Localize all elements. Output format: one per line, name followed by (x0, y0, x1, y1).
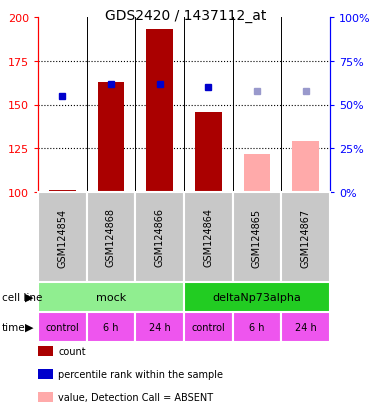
Text: GSM124865: GSM124865 (252, 208, 262, 267)
Text: 24 h: 24 h (149, 322, 171, 332)
Bar (38, 192, 87, 282)
Bar (87, 312, 135, 342)
Text: 24 h: 24 h (295, 322, 316, 332)
Text: percentile rank within the sample: percentile rank within the sample (58, 369, 223, 379)
Text: mock: mock (96, 292, 126, 302)
Text: time: time (2, 322, 26, 332)
Text: ▶: ▶ (24, 322, 33, 332)
Text: value, Detection Call = ABSENT: value, Detection Call = ABSENT (58, 392, 214, 401)
Bar (184, 282, 330, 312)
Bar (184, 312, 233, 342)
Bar (292, 142, 319, 192)
Text: GSM124854: GSM124854 (58, 208, 67, 267)
Text: GSM124866: GSM124866 (155, 208, 165, 267)
Text: count: count (58, 346, 86, 356)
Bar (87, 192, 135, 282)
Bar (184, 192, 233, 282)
Bar (98, 83, 124, 192)
Text: control: control (46, 322, 79, 332)
Bar (281, 192, 330, 282)
Bar (146, 30, 173, 192)
Bar (49, 191, 76, 192)
Text: GSM124867: GSM124867 (301, 208, 311, 267)
Text: deltaNp73alpha: deltaNp73alpha (213, 292, 301, 302)
Bar (244, 154, 270, 192)
Bar (38, 312, 87, 342)
Bar (195, 112, 222, 192)
Text: 6 h: 6 h (249, 322, 265, 332)
Bar (135, 192, 184, 282)
Bar (233, 312, 281, 342)
Bar (281, 312, 330, 342)
Bar (38, 282, 184, 312)
Bar (135, 312, 184, 342)
Text: GSM124864: GSM124864 (203, 208, 213, 267)
Text: control: control (191, 322, 225, 332)
Bar (233, 192, 281, 282)
Text: cell line: cell line (2, 292, 42, 302)
Text: GSM124868: GSM124868 (106, 208, 116, 267)
Text: 6 h: 6 h (103, 322, 119, 332)
Text: ▶: ▶ (24, 292, 33, 302)
Text: GDS2420 / 1437112_at: GDS2420 / 1437112_at (105, 9, 266, 23)
